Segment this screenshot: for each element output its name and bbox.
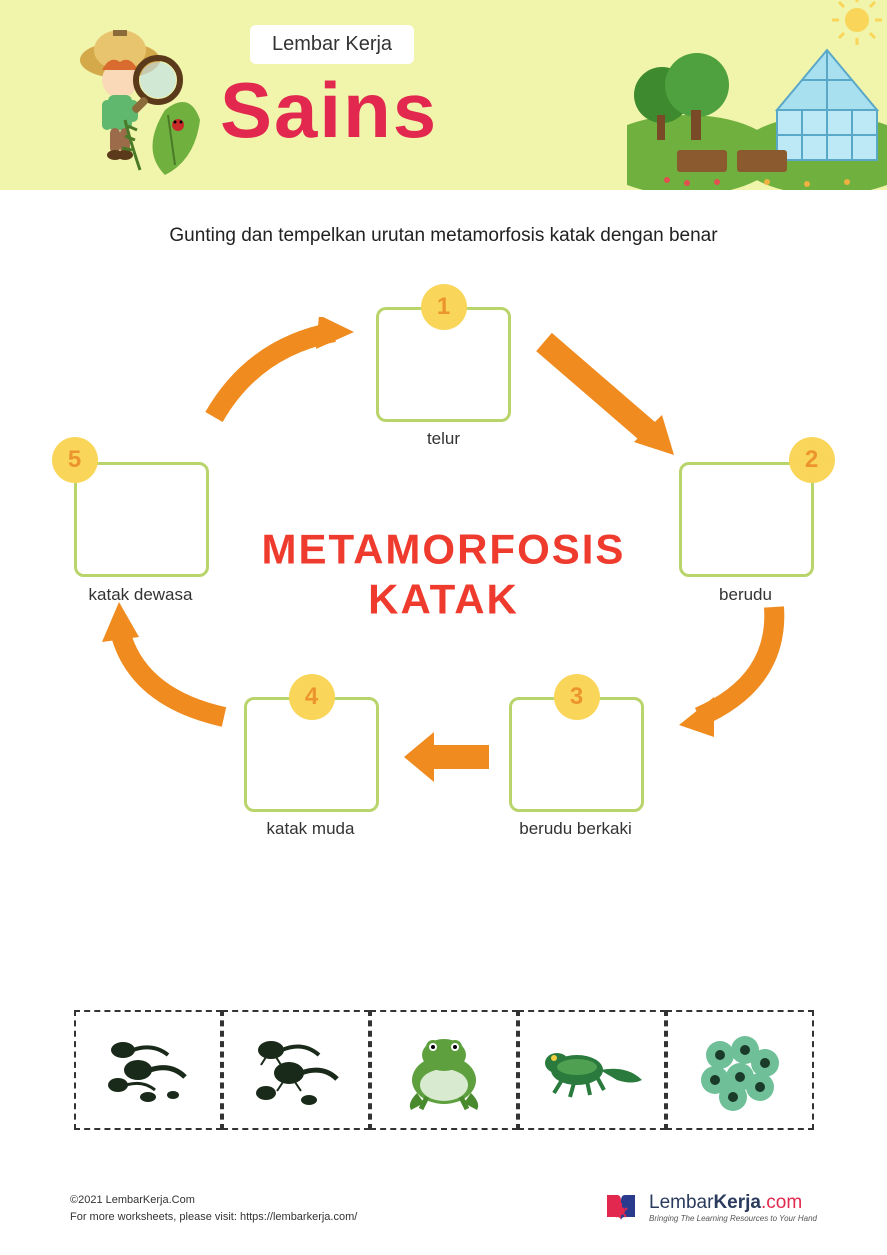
cutout-cell [666,1010,814,1130]
book-logo-icon [603,1189,639,1225]
worksheet-page: Lembar Kerja Sains [0,0,887,1255]
instruction-text: Gunting dan tempelkan urutan metamorfosi… [0,225,887,247]
logo-name-part2: Kerja [713,1192,761,1213]
visit-text: For more worksheets, please visit: https… [70,1209,357,1226]
stage-label: telur [364,429,524,449]
arrow-icon [654,597,794,737]
cycle-diagram: METAMORFOSIS KATAK 1 telur 2 berudu 3 be… [54,277,834,897]
stage-box-5 [74,462,209,577]
arrow-icon [94,597,244,737]
eggs-icon [685,1025,795,1115]
stage-num: 5 [52,437,98,483]
stage-num: 3 [554,674,600,720]
stage-label: berudu berkaki [496,819,656,839]
cycle-title-line1: METAMORFOSIS [262,524,626,574]
tadpole-legs-icon [241,1025,351,1115]
stage-label: katak muda [231,819,391,839]
logo-dot-com: .com [761,1192,802,1213]
stage-box-2 [679,462,814,577]
froglet-icon [532,1025,652,1115]
cutout-cell [518,1010,666,1130]
frog-adult-icon [389,1025,499,1115]
cycle-title-line2: KATAK [262,575,626,625]
arrow-icon [204,317,364,437]
footer-logo: LembarKerja.com Bringing The Learning Re… [603,1189,817,1225]
logo-name-part1: Lembar [649,1192,713,1213]
stage-num: 4 [289,674,335,720]
greenhouse-scene-icon [627,0,887,190]
header-label-box: Lembar Kerja [250,25,414,64]
cutout-cell [74,1010,222,1130]
stage-num: 2 [789,437,835,483]
stage-num: 1 [421,284,467,330]
footer: ©2021 LembarKerja.Com For more worksheet… [0,1189,887,1225]
header-banner: Lembar Kerja Sains [0,0,887,190]
header-label: Lembar Kerja [272,33,392,55]
boy-magnifier-icon [40,20,220,190]
cutout-cell [222,1010,370,1130]
arrow-icon [534,327,694,467]
logo-tagline: Bringing The Learning Resources to Your … [649,1214,817,1223]
cutout-row [74,1010,814,1130]
footer-copyright: ©2021 LembarKerja.Com For more worksheet… [70,1192,357,1225]
copyright-text: ©2021 LembarKerja.Com [70,1192,357,1209]
arrow-icon [399,727,499,787]
cutout-cell [370,1010,518,1130]
tadpole-icon [93,1025,203,1115]
header-title: Sains [220,65,438,156]
logo-text: LembarKerja.com Bringing The Learning Re… [649,1192,817,1223]
cycle-center: METAMORFOSIS KATAK [262,524,626,625]
